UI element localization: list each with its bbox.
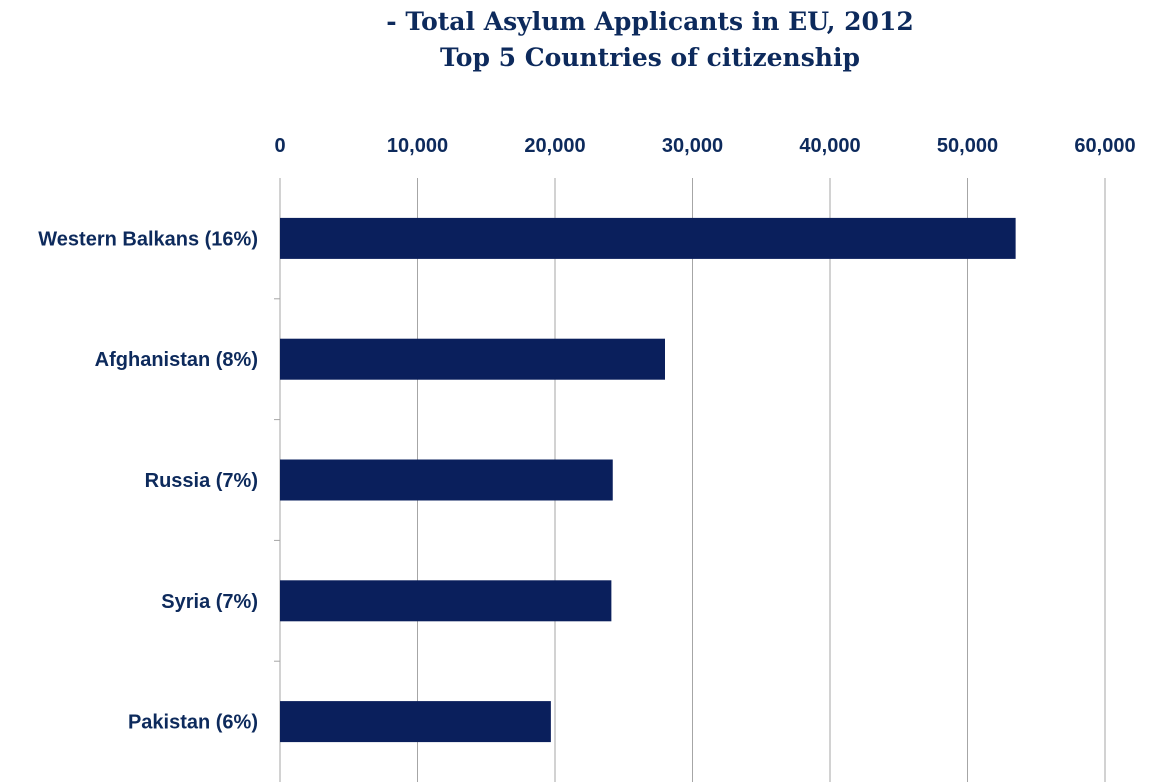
chart-title-line-1: - Total Asylum Applicants in EU, 2012 bbox=[386, 7, 914, 36]
bar bbox=[280, 217, 1016, 259]
x-tick-label: 50,000 bbox=[937, 135, 998, 157]
category-label: Pakistan (6%) bbox=[128, 712, 258, 734]
chart-title-line-2: Top 5 Countries of citizenship bbox=[440, 43, 860, 72]
x-tick-label: 40,000 bbox=[799, 135, 860, 157]
chart-title: - Total Asylum Applicants in EU, 2012 To… bbox=[0, 4, 1150, 76]
category-label: Afghanistan (8%) bbox=[95, 349, 258, 371]
bar bbox=[280, 459, 613, 501]
x-tick-label: 10,000 bbox=[387, 135, 448, 157]
category-label: Russia (7%) bbox=[145, 470, 258, 492]
category-label: Syria (7%) bbox=[161, 591, 258, 613]
bar bbox=[280, 580, 612, 622]
bar bbox=[280, 338, 665, 380]
x-tick-label: 30,000 bbox=[662, 135, 723, 157]
category-label: Western Balkans (16%) bbox=[38, 228, 258, 250]
x-tick-label: 20,000 bbox=[524, 135, 585, 157]
bar bbox=[280, 701, 551, 743]
x-tick-label: 0 bbox=[274, 135, 285, 157]
x-tick-label: 60,000 bbox=[1074, 135, 1135, 157]
